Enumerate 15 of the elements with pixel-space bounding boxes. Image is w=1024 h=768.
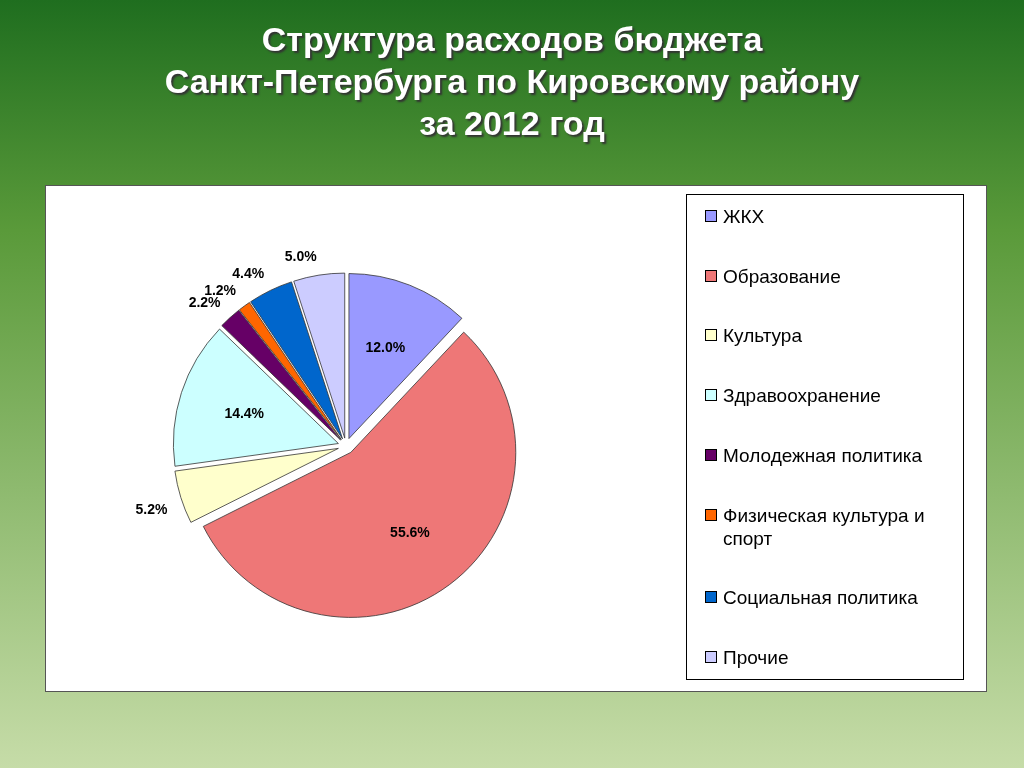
data-label: 4.4% [232, 264, 265, 281]
legend-label: Социальная политика [723, 586, 918, 610]
data-label: 12.0% [365, 338, 406, 355]
data-label: 55.6% [390, 523, 431, 540]
chart-title: Структура расходов бюджета Санкт-Петербурга по Кировскому району за 2012 год [163, 19, 861, 144]
legend-label: Прочие [723, 645, 789, 669]
data-label: 14.4% [224, 404, 265, 421]
data-label: 5.0% [284, 248, 318, 265]
legend-label: ЖКХ [723, 205, 765, 228]
legend-label: Образование [723, 264, 841, 288]
legend-label: Молодежная политика [723, 443, 923, 467]
legend-label: Физическая культура и спорт [723, 503, 926, 550]
legend-label: Здравоохранение [723, 384, 881, 408]
data-label: 5.2% [135, 500, 168, 517]
legend-label: Культура [723, 324, 802, 348]
